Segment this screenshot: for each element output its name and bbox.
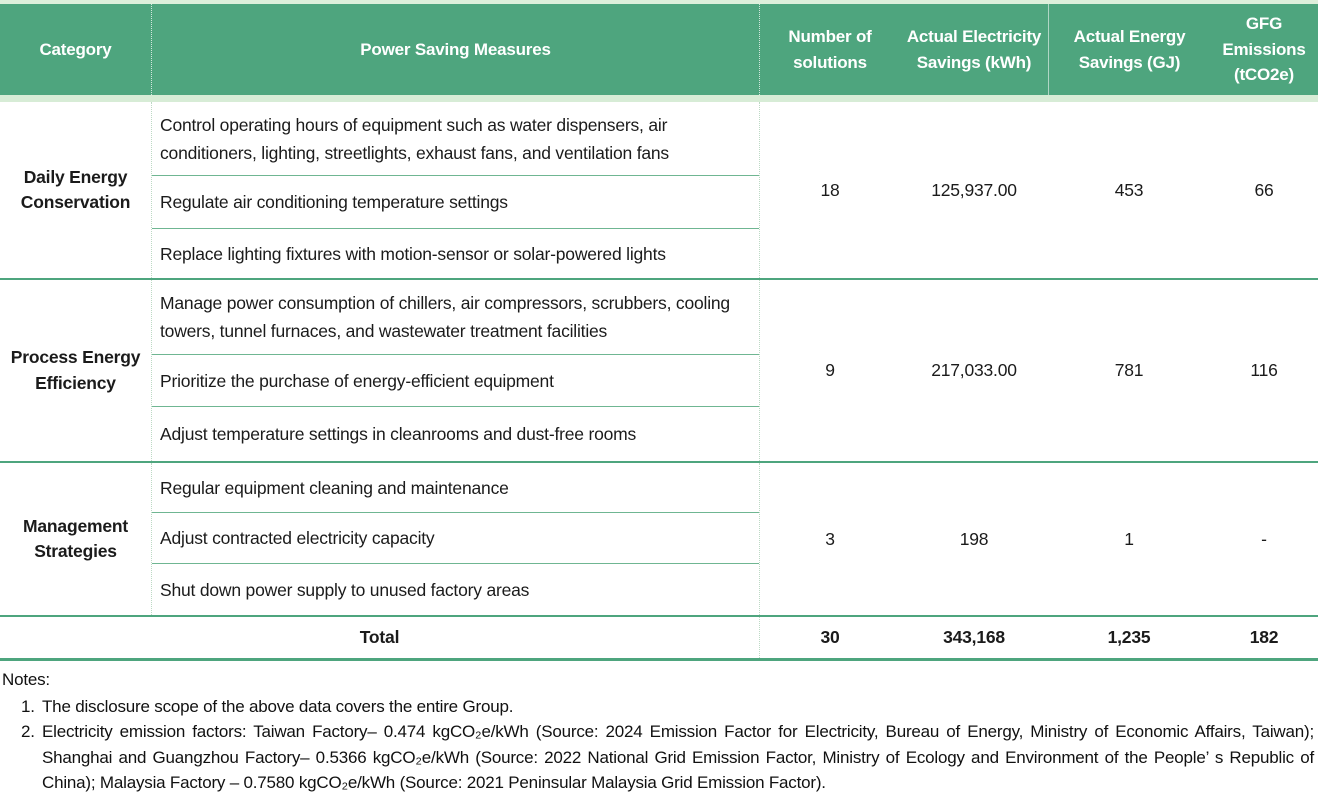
power-saving-table: Category Power Saving Measures Number of… bbox=[0, 0, 1318, 661]
category-label: Process Energy Efficiency bbox=[0, 280, 152, 461]
notes-heading: Notes: bbox=[2, 670, 50, 689]
note-item-1: 1. The disclosure scope of the above dat… bbox=[2, 694, 1316, 720]
measures-list: Manage power consumption of chillers, ai… bbox=[152, 280, 760, 461]
category-label: Management Strategies bbox=[0, 463, 152, 615]
notes-section: Notes: 1. The disclosure scope of the ab… bbox=[0, 661, 1318, 792]
number-of-solutions-value: 18 bbox=[820, 179, 840, 200]
header-energy-savings-gj: Actual Energy Savings (GJ) bbox=[1048, 4, 1210, 95]
category-label: Daily Energy Conservation bbox=[0, 102, 152, 278]
energy-savings-value: 453 bbox=[1114, 179, 1144, 200]
number-of-solutions-value: 3 bbox=[825, 528, 835, 549]
note-text: Electricity emission factors: Taiwan Fac… bbox=[42, 722, 1314, 792]
measures-list: Regular equipment cleaning and maintenan… bbox=[152, 463, 760, 615]
total-label: Total bbox=[0, 617, 760, 658]
measure-item: Control operating hours of equipment suc… bbox=[152, 102, 759, 176]
total-ghg-emissions: 182 bbox=[1249, 627, 1279, 647]
total-electricity-savings: 343,168 bbox=[943, 627, 1005, 647]
energy-savings-value: 781 bbox=[1114, 360, 1144, 380]
measure-item: Replace lighting fixtures with motion-se… bbox=[160, 243, 666, 264]
measure-item: Regulate air conditioning temperature se… bbox=[152, 176, 759, 229]
header-power-saving-measures: Power Saving Measures bbox=[152, 4, 760, 95]
category-group-process-energy-efficiency: Process Energy Efficiency Manage power c… bbox=[0, 280, 1318, 463]
electricity-savings-value: 198 bbox=[959, 528, 989, 549]
note-text: The disclosure scope of the above data c… bbox=[42, 696, 514, 716]
measure-item: Prioritize the purchase of energy-effici… bbox=[152, 355, 759, 407]
measures-list: Control operating hours of equipment suc… bbox=[152, 102, 760, 278]
total-row: Total 30 343,168 1,235 182 bbox=[0, 617, 1318, 661]
category-group-daily-energy-conservation: Daily Energy Conservation Control operat… bbox=[0, 102, 1318, 280]
note-item-2: 2. Electricity emission factors: Taiwan … bbox=[2, 719, 1316, 792]
measure-item: Regular equipment cleaning and maintenan… bbox=[152, 463, 759, 513]
header-category: Category bbox=[0, 4, 152, 95]
note-number: 1. bbox=[21, 696, 35, 716]
electricity-savings-value: 125,937.00 bbox=[931, 179, 1017, 200]
total-energy-savings: 1,235 bbox=[1107, 627, 1151, 647]
ghg-emissions-value: 116 bbox=[1250, 360, 1278, 380]
measure-item: Adjust contracted electricity capacity bbox=[152, 513, 759, 564]
total-number-of-solutions: 30 bbox=[820, 627, 840, 647]
measure-item: Adjust temperature settings in cleanroom… bbox=[160, 424, 637, 444]
note-number: 2. bbox=[21, 722, 35, 741]
header-gfg-emissions-tco2e: GFG Emissions (tCO2e) bbox=[1222, 14, 1306, 85]
header-number-of-solutions: Number of solutions bbox=[788, 27, 872, 72]
table-header-row: Category Power Saving Measures Number of… bbox=[0, 0, 1318, 102]
energy-savings-value: 1 bbox=[1124, 528, 1134, 549]
ghg-emissions-value: 66 bbox=[1254, 179, 1274, 200]
electricity-savings-value: 217,033.00 bbox=[931, 360, 1017, 380]
ghg-emissions-value: - bbox=[1261, 528, 1267, 549]
header-electricity-savings-kwh: Actual Electricity Savings (kWh) bbox=[906, 27, 1042, 72]
category-group-management-strategies: Management Strategies Regular equipment … bbox=[0, 463, 1318, 617]
measure-item: Manage power consumption of chillers, ai… bbox=[152, 280, 759, 355]
measure-item: Shut down power supply to unused factory… bbox=[160, 579, 530, 600]
number-of-solutions-value: 9 bbox=[825, 360, 835, 380]
